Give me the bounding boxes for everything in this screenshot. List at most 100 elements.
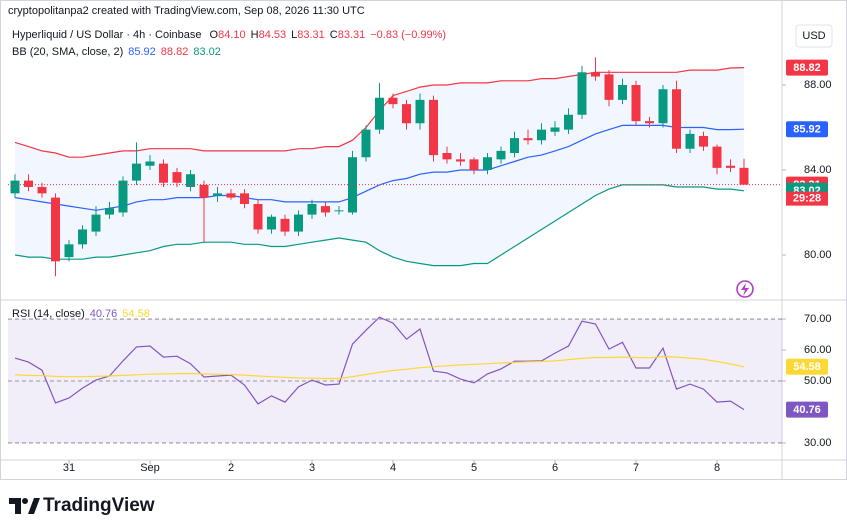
ohlc-value: 83.31 xyxy=(338,29,366,41)
candle-body xyxy=(726,165,735,168)
ohlc-key: L xyxy=(291,29,297,41)
candle-body xyxy=(712,146,722,168)
x-tick-label: 3 xyxy=(309,462,315,474)
candle-body xyxy=(658,89,668,124)
candle-body xyxy=(442,152,452,160)
y-tick-label: 84.00 xyxy=(804,164,832,176)
x-tick-label: 7 xyxy=(633,462,639,474)
candle-body xyxy=(307,203,317,215)
price-tag-label: 54.58 xyxy=(793,361,821,373)
ohlc-key: O xyxy=(210,29,219,41)
candle-body xyxy=(118,180,128,213)
candle-body xyxy=(388,97,398,105)
ohlc-key: C xyxy=(330,29,338,41)
currency-button[interactable] xyxy=(795,24,833,48)
candle-body xyxy=(564,114,573,130)
candle-body xyxy=(348,157,357,213)
y-tick-label: 88.00 xyxy=(804,79,832,91)
indicator-value: 40.76 xyxy=(90,308,118,320)
candle-body xyxy=(213,193,222,196)
x-tick-label: 2 xyxy=(228,462,234,474)
candle-body xyxy=(550,127,560,132)
bollinger-line xyxy=(14,124,745,211)
indicator-value: 88.82 xyxy=(161,46,189,58)
currency-label[interactable]: USD xyxy=(802,30,825,42)
candle-body xyxy=(456,159,465,162)
candle-body xyxy=(361,129,371,158)
price-tag xyxy=(786,358,828,375)
brand-name: TradingView xyxy=(43,495,155,516)
candle-body xyxy=(604,74,614,100)
candle-body xyxy=(91,214,101,232)
candle-body xyxy=(10,180,20,194)
x-tick-label: 8 xyxy=(714,462,720,474)
indicator-legend: BB (20, SMA, close, 2) 85.92 88.82 83.02 xyxy=(12,46,221,58)
candle-body xyxy=(402,104,411,124)
candle-body xyxy=(78,229,87,245)
candle-body xyxy=(334,210,344,212)
logo-mark xyxy=(9,498,21,514)
price-tag xyxy=(786,59,828,76)
candle-body xyxy=(429,99,438,156)
symbol-legend: Hyperliquid / US Dollar · 4h · Coinbase O… xyxy=(12,29,446,41)
logo-slash xyxy=(28,498,40,514)
credit-text: cryptopolitanpa2 created with TradingVie… xyxy=(8,5,365,17)
candle-body xyxy=(24,180,33,187)
candle-body xyxy=(618,85,627,100)
bollinger-line xyxy=(14,184,745,267)
price-tag-label: 88.82 xyxy=(793,62,821,74)
alert-icon[interactable] xyxy=(736,280,754,298)
y-tick-label: 30.00 xyxy=(804,437,832,449)
candle-body xyxy=(280,218,290,232)
x-tick-label: 5 xyxy=(471,462,477,474)
logo-dot xyxy=(22,498,28,504)
indicator-value: 83.02 xyxy=(193,46,221,58)
candle-body xyxy=(51,197,60,262)
indicator-value: 85.92 xyxy=(128,46,156,58)
rsi-line xyxy=(14,316,745,411)
y-tick-label: 80.00 xyxy=(804,249,832,261)
candle-body xyxy=(37,186,47,194)
alert-icon-ring[interactable] xyxy=(736,280,754,298)
ohlc-value: 83.31 xyxy=(297,29,325,41)
price-tag-label: 40.76 xyxy=(793,404,821,416)
price-tag-label: 85.92 xyxy=(793,124,821,136)
indicator-value: 54.58 xyxy=(122,308,150,320)
candle-body xyxy=(510,138,519,153)
candle-body xyxy=(699,135,708,147)
indicator-legend: RSI (14, close) 40.76 54.58 xyxy=(12,308,150,320)
brand-logo: TradingView xyxy=(9,495,155,516)
countdown-tag xyxy=(786,191,828,206)
y-tick-label: 50.00 xyxy=(804,375,832,387)
candle-body xyxy=(172,172,182,183)
candle-body xyxy=(685,133,695,149)
rsi-line xyxy=(14,355,745,380)
candle-body xyxy=(577,72,587,115)
countdown-label: 29:28 xyxy=(793,193,821,205)
candle-body xyxy=(321,206,330,213)
price-tag xyxy=(786,401,828,418)
candle-body xyxy=(523,138,533,141)
candle-body xyxy=(537,129,546,141)
indicator-name: BB (20, SMA, close, 2) xyxy=(12,46,123,58)
change-value: −0.83 (−0.99%) xyxy=(370,29,446,41)
x-tick-label: 4 xyxy=(390,462,396,474)
candle-body xyxy=(469,159,479,170)
candle-body xyxy=(253,203,263,230)
candle-body xyxy=(496,150,506,160)
candle-body xyxy=(415,99,425,124)
candle-body xyxy=(132,163,141,181)
x-tick-label: Sep xyxy=(140,462,160,474)
alert-icon-bolt[interactable] xyxy=(741,283,749,296)
candle-body xyxy=(645,121,654,124)
candle-body xyxy=(267,216,276,230)
candle-body xyxy=(375,97,384,130)
y-tick-label: 70.00 xyxy=(804,313,832,325)
candle-body xyxy=(186,174,195,187)
candle-body xyxy=(199,184,209,198)
x-tick-label: 6 xyxy=(552,462,558,474)
ohlc-key: H xyxy=(251,29,259,41)
candle-body xyxy=(294,214,303,232)
